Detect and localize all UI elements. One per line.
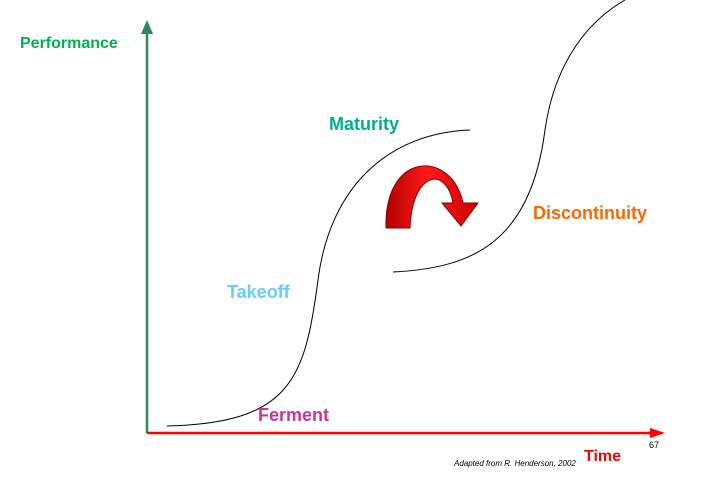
- y-axis-arrowhead: [141, 20, 153, 34]
- stage-label-ferment: Ferment: [258, 405, 330, 425]
- x-axis-arrowhead: [650, 428, 665, 438]
- second-s-curve: [392, 0, 626, 273]
- source-note: Adapted from R. Henderson, 2002: [454, 459, 576, 468]
- x-axis-label: Time: [584, 448, 622, 465]
- first-s-curve: [166, 129, 471, 427]
- stage-label-discontinuity: Discontinuity: [533, 203, 648, 223]
- stage-label-takeoff: Takeoff: [227, 282, 290, 302]
- curved-arrow-icon: [385, 165, 479, 229]
- page-number: 67: [649, 440, 660, 450]
- stage-label-maturity: Maturity: [329, 114, 400, 134]
- y-axis-label: Performance: [20, 35, 118, 52]
